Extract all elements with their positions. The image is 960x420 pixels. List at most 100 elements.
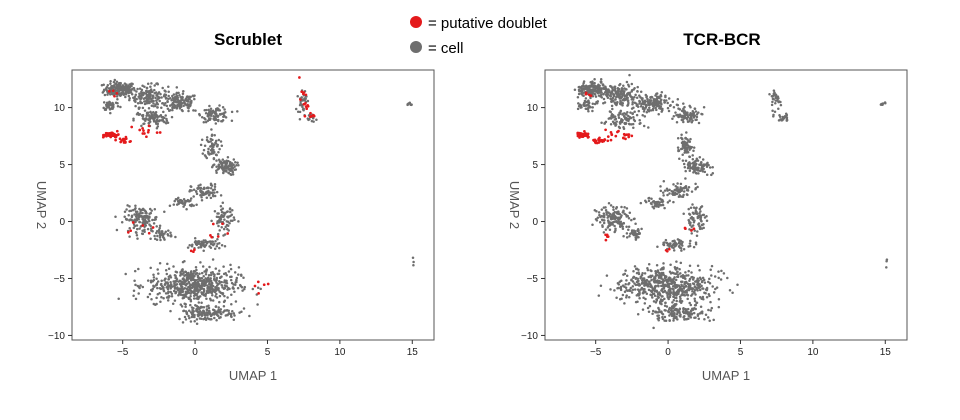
cell-point bbox=[194, 281, 198, 285]
cell-point bbox=[176, 287, 179, 291]
cell-point bbox=[179, 274, 182, 277]
cell-point bbox=[615, 296, 618, 299]
cell-point bbox=[624, 269, 627, 272]
cell-point bbox=[677, 290, 681, 293]
cell-point bbox=[638, 232, 641, 235]
cell-point bbox=[204, 294, 207, 298]
cell-point bbox=[229, 267, 233, 271]
cell-point bbox=[688, 277, 692, 281]
cell-point bbox=[671, 100, 675, 104]
cell-point bbox=[210, 133, 214, 137]
cell-point bbox=[135, 97, 138, 101]
cell-point bbox=[103, 93, 107, 97]
cell-point bbox=[200, 191, 204, 194]
cell-point bbox=[125, 218, 129, 221]
scrublet-y-axis-label: UMAP 2 bbox=[34, 181, 49, 229]
cell-point bbox=[623, 212, 626, 216]
cell-point bbox=[607, 88, 610, 91]
cell-point bbox=[668, 245, 671, 249]
cell-point bbox=[631, 280, 635, 283]
cell-point bbox=[248, 314, 251, 318]
cell-point bbox=[174, 197, 178, 201]
cell-point bbox=[616, 220, 620, 224]
cell-point bbox=[191, 308, 194, 312]
cell-point bbox=[235, 278, 238, 282]
cell-point bbox=[590, 81, 593, 85]
cell-point bbox=[126, 204, 129, 207]
cell-point bbox=[604, 228, 608, 231]
cell-point bbox=[587, 101, 591, 105]
cell-point bbox=[696, 281, 700, 285]
cell-point bbox=[200, 196, 203, 199]
cell-point bbox=[215, 190, 219, 194]
cell-point bbox=[146, 279, 150, 282]
cell-point bbox=[611, 107, 614, 111]
cell-point bbox=[633, 288, 637, 291]
cell-point bbox=[167, 285, 171, 288]
cell-point bbox=[576, 107, 580, 111]
cell-point bbox=[678, 244, 681, 248]
cell-point bbox=[690, 145, 694, 149]
cell-point bbox=[689, 113, 692, 116]
cell-point bbox=[218, 109, 222, 112]
cell-point bbox=[223, 169, 227, 172]
cell-point bbox=[683, 285, 686, 289]
cell-point bbox=[101, 91, 105, 94]
cell-point bbox=[153, 285, 156, 288]
cell-point bbox=[197, 246, 200, 249]
cell-point bbox=[676, 275, 680, 279]
cell-point bbox=[200, 277, 204, 280]
cell-point bbox=[128, 226, 131, 230]
cell-point bbox=[663, 99, 666, 102]
doublet-point bbox=[118, 137, 122, 141]
cell-point bbox=[610, 104, 614, 108]
doublet-point bbox=[189, 249, 193, 253]
cell-point bbox=[202, 305, 206, 309]
cell-point bbox=[205, 308, 209, 311]
cell-point bbox=[638, 297, 641, 300]
cell-point bbox=[181, 92, 185, 95]
cell-point bbox=[660, 110, 663, 113]
cell-point bbox=[218, 280, 221, 283]
cell-point bbox=[665, 278, 669, 282]
cell-point bbox=[684, 177, 687, 180]
cell-point bbox=[209, 271, 213, 275]
cell-point bbox=[121, 85, 124, 88]
cell-point bbox=[229, 278, 233, 282]
cell-legend-label: = cell bbox=[428, 40, 463, 57]
doublet-point bbox=[587, 135, 590, 139]
doublet-point bbox=[146, 130, 150, 134]
cell-point bbox=[158, 99, 161, 103]
cell-point bbox=[698, 288, 702, 292]
cell-point bbox=[614, 124, 617, 127]
cell-point bbox=[150, 104, 154, 107]
doublet-point bbox=[209, 234, 212, 237]
cell-point bbox=[693, 289, 697, 292]
cell-point bbox=[179, 271, 182, 274]
cell-point bbox=[673, 188, 676, 192]
cell-point bbox=[772, 97, 775, 101]
cell-point bbox=[215, 171, 218, 175]
doublet-point bbox=[105, 132, 109, 136]
cell-point bbox=[194, 109, 197, 112]
cell-point bbox=[685, 116, 689, 120]
cell-point bbox=[225, 309, 229, 312]
cell-point bbox=[174, 274, 177, 278]
cell-point bbox=[677, 190, 681, 194]
cell-point bbox=[155, 229, 159, 233]
cell-point bbox=[133, 279, 136, 282]
cell-point bbox=[165, 272, 169, 276]
x-tick-label: 0 bbox=[192, 347, 198, 358]
cell-point bbox=[312, 120, 315, 123]
cell-point bbox=[616, 87, 620, 90]
cell-point bbox=[682, 146, 685, 149]
cell-point bbox=[294, 107, 298, 111]
tcr-bcr-plot-frame bbox=[544, 69, 908, 341]
cell-point bbox=[205, 108, 208, 112]
cell-point bbox=[620, 120, 624, 124]
cell-point bbox=[208, 312, 211, 315]
cell-point bbox=[193, 97, 196, 101]
cell-point bbox=[677, 284, 681, 287]
cell-point bbox=[639, 105, 643, 108]
cell-point bbox=[198, 279, 202, 282]
